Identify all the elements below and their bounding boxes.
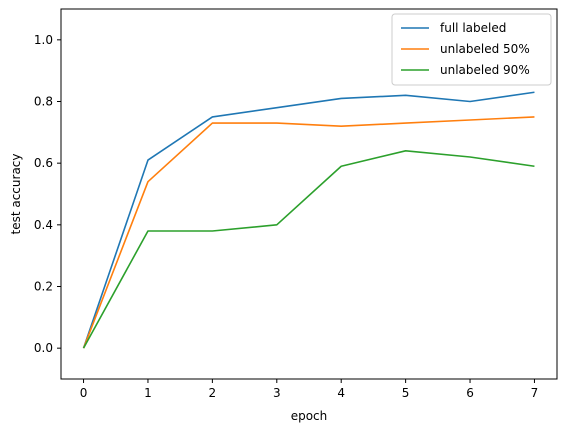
x-tick-label: 2 xyxy=(209,386,217,400)
series-line-2 xyxy=(82,116,535,349)
legend: full labeled unlabeled 50% unlabeled 90% xyxy=(391,13,552,86)
x-tick-label: 4 xyxy=(337,386,345,400)
y-axis-label: test accuracy xyxy=(9,154,23,235)
x-tick-label: 1 xyxy=(144,386,152,400)
y-axis: 0.0 0.2 0.4 0.6 0.8 1.0 xyxy=(34,33,61,355)
x-tick-label: 3 xyxy=(273,386,281,400)
y-tick-label: 0.0 xyxy=(34,341,53,355)
x-tick-label: 7 xyxy=(531,386,539,400)
legend-label-1: full labeled xyxy=(440,21,506,35)
series-group xyxy=(82,91,535,349)
x-tick-label: 6 xyxy=(466,386,474,400)
y-tick-label: 0.2 xyxy=(34,280,53,294)
y-tick-label: 0.6 xyxy=(34,156,53,170)
y-tick-label: 1.0 xyxy=(34,33,53,47)
legend-box xyxy=(391,13,552,86)
x-tick-label: 5 xyxy=(402,386,410,400)
x-axis-label: epoch xyxy=(291,409,328,423)
y-tick-label: 0.4 xyxy=(34,218,53,232)
x-tick-label: 0 xyxy=(80,386,88,400)
x-axis: 0 1 2 3 4 5 6 7 xyxy=(80,379,539,400)
series-line-1 xyxy=(82,91,535,349)
series-line-3 xyxy=(82,150,535,349)
legend-label-2: unlabeled 50% xyxy=(440,42,530,56)
legend-label-3: unlabeled 90% xyxy=(440,63,530,77)
y-tick-label: 0.8 xyxy=(34,95,53,109)
